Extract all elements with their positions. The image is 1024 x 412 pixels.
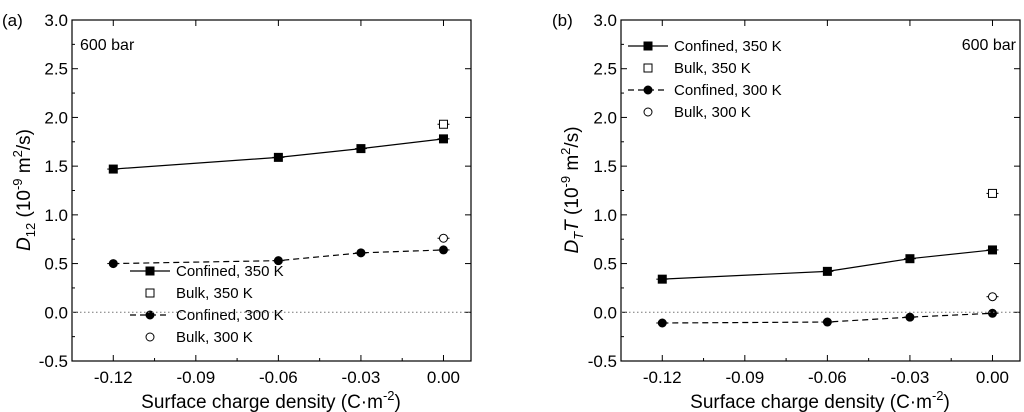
legend-label: Confined, 300 K (176, 307, 284, 324)
panel-b: (b) 600 bar -0.5 0.0 0.5 1.0 1.5 2.0 2.5 3.0 -0… (552, 11, 1021, 412)
data-point (273, 152, 283, 162)
data-point (822, 317, 832, 327)
legend-label: Confined, 350 K (176, 263, 284, 280)
y-tick-label: 0.0 (593, 303, 617, 322)
data-point (657, 318, 667, 328)
data-point (356, 144, 366, 154)
y-tick-label: 1.5 (593, 157, 617, 176)
x-axis-label-a: Surface charge density (C·m-2) (141, 388, 401, 412)
y-axis-label-a: D12 (10-9 m2/s) (10, 129, 38, 251)
legend-label: Bulk, 350 K (176, 285, 253, 302)
legend-marker (643, 41, 653, 51)
data-point (438, 134, 448, 144)
series-line (662, 249, 993, 280)
x-tick-label: -0.12 (94, 368, 133, 387)
y-ticks-b: -0.5 0.0 0.5 1.0 1.5 2.0 2.5 3.0 (588, 11, 1020, 371)
y-ticks-a: -0.5 0.0 0.5 1.0 1.5 2.0 2.5 3.0 (39, 11, 471, 371)
legend-label: Bulk, 300 K (674, 104, 751, 121)
legend-label: Bulk, 350 K (674, 60, 751, 77)
x-tick-label: -0.03 (342, 368, 381, 387)
legend-label: Bulk, 300 K (176, 329, 253, 346)
y-tick-label: 3.0 (44, 11, 68, 30)
y-axis-label-b: DTT (10-9 m2/s) (558, 126, 586, 253)
data-point (822, 266, 832, 276)
data-point (905, 254, 915, 264)
legend-marker (643, 107, 653, 117)
data-point (438, 233, 448, 243)
legend-marker (145, 332, 155, 342)
y-tick-label: 3.0 (593, 11, 617, 30)
legend-label: Confined, 350 K (674, 38, 782, 55)
x-tick-label: -0.06 (808, 368, 847, 387)
data-point (356, 248, 366, 258)
legend-label: Confined, 300 K (674, 82, 782, 99)
x-ticks-b: -0.12 -0.09 -0.06 -0.03 0.00 (643, 20, 1009, 387)
legend-marker (643, 85, 653, 95)
y-tick-label: 2.0 (44, 108, 68, 127)
y-tick-label: 0.0 (44, 303, 68, 322)
series-b (656, 188, 999, 328)
legend-marker (145, 288, 155, 298)
x-tick-label: -0.09 (176, 368, 215, 387)
y-tick-label: -0.5 (39, 352, 68, 371)
annotation-b: 600 bar (962, 37, 1017, 54)
data-point (987, 245, 997, 255)
legend-marker (643, 63, 653, 73)
legend-marker (145, 310, 155, 320)
data-point (273, 256, 283, 266)
data-point (987, 308, 997, 318)
data-point (438, 119, 448, 129)
data-point (987, 292, 997, 302)
data-point (657, 274, 667, 284)
x-tick-label: -0.09 (725, 368, 764, 387)
x-tick-label: 0.00 (976, 368, 1009, 387)
x-tick-label: 0.00 (427, 368, 460, 387)
x-tick-label: -0.12 (643, 368, 682, 387)
data-point (108, 259, 118, 269)
series-line (113, 249, 444, 265)
panel-label-b: (b) (552, 11, 573, 30)
x-axis-label-b: Surface charge density (C·m-2) (690, 388, 950, 412)
legend-a: Confined, 350 K Bulk, 350 K Confined, 300 … (130, 263, 284, 346)
y-tick-label: 2.5 (593, 60, 617, 79)
y-tick-label: 2.5 (44, 60, 68, 79)
y-tick-label: 1.0 (593, 206, 617, 225)
panel-a: (a) 600 bar -0.5 0.0 0.5 1.0 1.5 2.0 2.5 3.0 -0… (2, 11, 472, 412)
legend-marker (145, 266, 155, 276)
x-tick-label: -0.03 (891, 368, 930, 387)
x-ticks-a: -0.12 -0.09 -0.06 -0.03 0.00 (94, 20, 460, 387)
data-point (987, 188, 997, 198)
y-tick-label: 0.5 (44, 255, 68, 274)
y-tick-label: 2.0 (593, 108, 617, 127)
data-point (108, 164, 118, 174)
series-line (113, 138, 444, 170)
data-point (438, 245, 448, 255)
panel-label-a: (a) (2, 11, 23, 30)
y-tick-label: 1.5 (44, 157, 68, 176)
x-tick-label: -0.06 (259, 368, 298, 387)
data-point (905, 312, 915, 322)
y-tick-label: 0.5 (593, 255, 617, 274)
series-a (107, 119, 450, 269)
annotation-a: 600 bar (80, 37, 135, 54)
y-tick-label: -0.5 (588, 352, 617, 371)
y-tick-label: 1.0 (44, 206, 68, 225)
series-line (662, 312, 993, 324)
legend-b: Confined, 350 K Bulk, 350 K Confined, 300 … (628, 38, 782, 121)
